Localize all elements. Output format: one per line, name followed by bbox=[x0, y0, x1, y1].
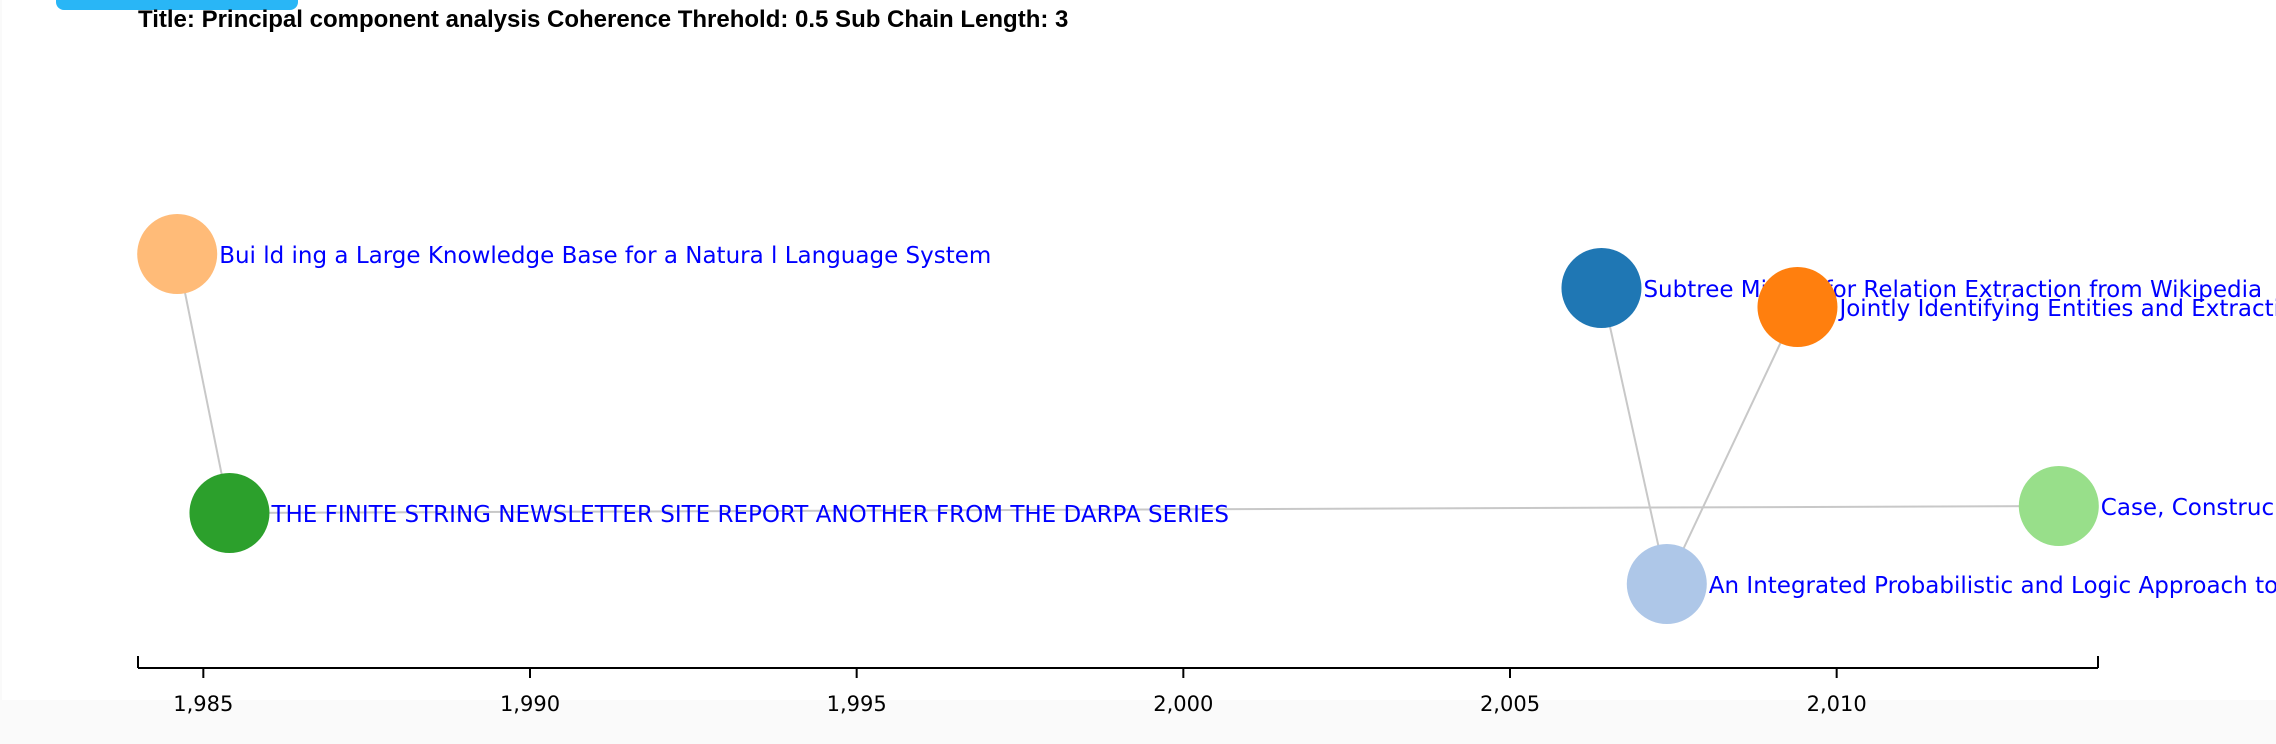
x-tick-label: 2,010 bbox=[1807, 692, 1867, 716]
paper-node[interactable] bbox=[1757, 267, 1838, 347]
paper-node[interactable] bbox=[1626, 544, 1707, 624]
link-n2-n6 bbox=[229, 505, 2059, 514]
link-n3-n4 bbox=[1600, 287, 1668, 585]
link-n1-n2 bbox=[176, 253, 231, 514]
paper-title-link[interactable]: Bui ld ing a Large Knowledge Base for a … bbox=[219, 243, 991, 269]
visualization-panel bbox=[2, 0, 2276, 700]
paper-node[interactable] bbox=[2018, 466, 2099, 546]
paper-node[interactable] bbox=[137, 214, 218, 294]
paper-title-link[interactable]: Subtree Mining for Relation Extraction f… bbox=[1643, 277, 2262, 303]
x-tick-label: 2,000 bbox=[1153, 692, 1213, 716]
x-tick-label: 1,985 bbox=[173, 692, 233, 716]
paper-node[interactable] bbox=[1561, 248, 1642, 328]
link-n5-n4 bbox=[1665, 306, 1799, 585]
page-title: Title: Principal component analysis Cohe… bbox=[138, 6, 1069, 33]
top-action-button[interactable] bbox=[56, 0, 298, 10]
x-axis: 1,985 1,990 1,995 2,000 2,005 2,010 bbox=[137, 656, 2099, 716]
paper-node[interactable] bbox=[189, 473, 270, 553]
x-tick-label: 2,005 bbox=[1480, 692, 1540, 716]
x-tick-label: 1,995 bbox=[827, 692, 887, 716]
x-tick-label: 1,990 bbox=[500, 692, 560, 716]
paper-title-link[interactable]: THE FINITE STRING NEWSLETTER SITE REPORT… bbox=[270, 502, 1229, 528]
paper-title-link[interactable]: Case, Construc bbox=[2101, 495, 2274, 521]
paper-title-link[interactable]: Jointly Identifying Entities and Extract… bbox=[1837, 296, 2276, 322]
paper-title-link[interactable]: An Integrated Probabilistic and Logic Ap… bbox=[1709, 573, 2276, 599]
